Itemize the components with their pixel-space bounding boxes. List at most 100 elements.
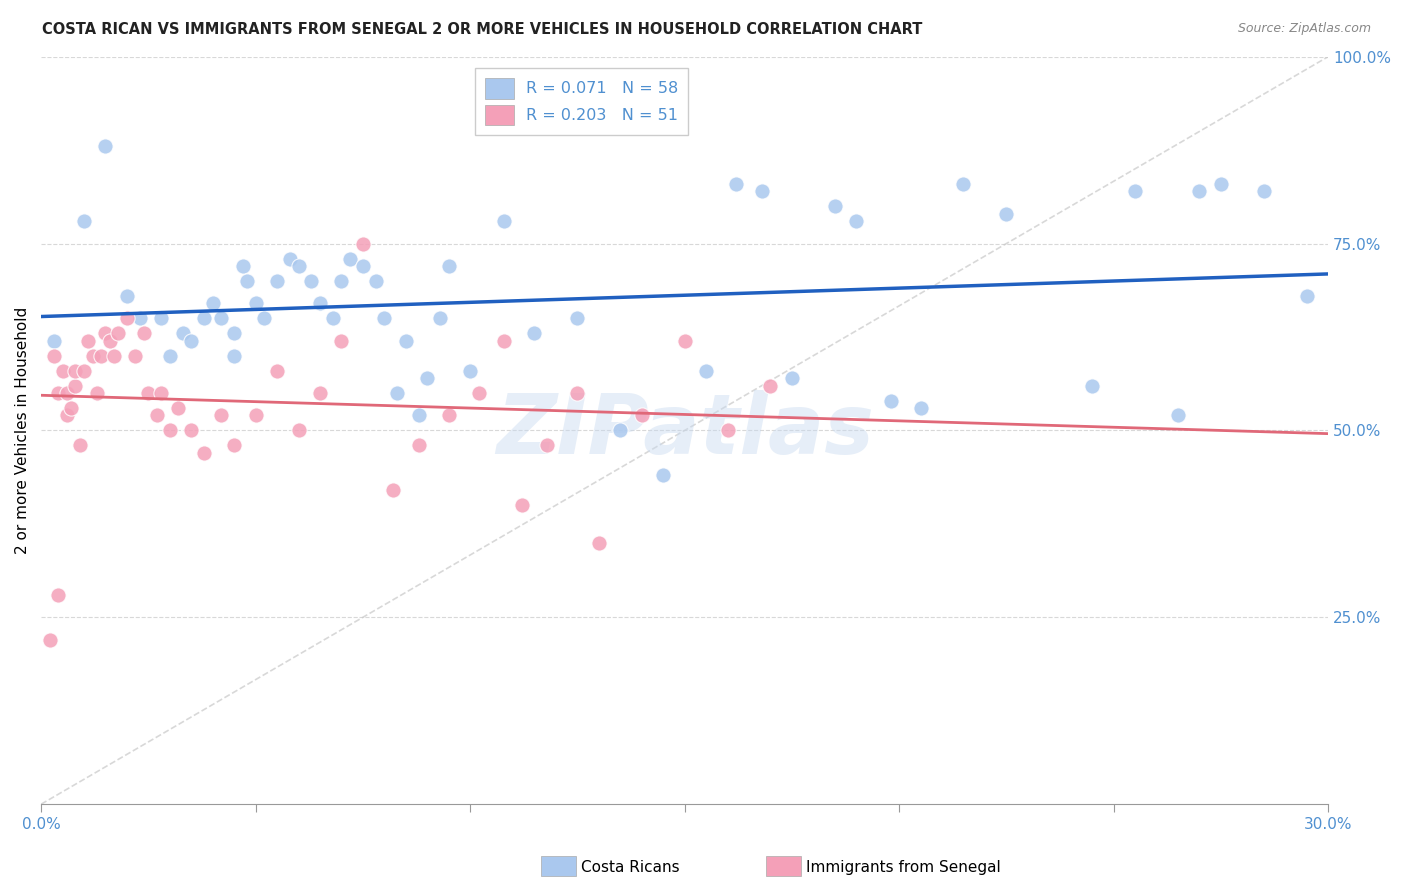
Point: [236, 274, 259, 288]
Point: [73, 214, 96, 228]
Point: [630, 409, 652, 423]
Point: [408, 409, 430, 423]
Point: [42, 334, 65, 348]
Point: [159, 424, 181, 438]
Point: [115, 289, 138, 303]
Point: [201, 296, 224, 310]
Point: [86, 386, 108, 401]
Point: [910, 401, 932, 415]
Point: [385, 386, 408, 401]
Point: [322, 311, 344, 326]
Point: [115, 311, 138, 326]
Point: [65, 364, 87, 378]
Point: [567, 386, 589, 401]
Point: [38, 632, 60, 647]
Point: [725, 177, 748, 191]
Point: [193, 446, 215, 460]
Point: [458, 364, 481, 378]
Point: [278, 252, 301, 266]
Point: [287, 259, 309, 273]
Point: [77, 334, 100, 348]
Point: [193, 311, 215, 326]
Text: COSTA RICAN VS IMMIGRANTS FROM SENEGAL 2 OR MORE VEHICLES IN HOUSEHOLD CORRELATI: COSTA RICAN VS IMMIGRANTS FROM SENEGAL 2…: [42, 22, 922, 37]
Point: [588, 535, 610, 549]
Point: [751, 184, 773, 198]
Legend: R = 0.071   N = 58, R = 0.203   N = 51: R = 0.071 N = 58, R = 0.203 N = 51: [475, 69, 688, 135]
Point: [82, 349, 104, 363]
Point: [1123, 184, 1146, 198]
Text: ZIPatlas: ZIPatlas: [496, 390, 873, 471]
Point: [232, 259, 254, 273]
Point: [103, 349, 125, 363]
Point: [437, 409, 460, 423]
Point: [56, 386, 79, 401]
Point: [879, 393, 901, 408]
Point: [209, 311, 232, 326]
Point: [159, 349, 181, 363]
Point: [845, 214, 868, 228]
Point: [352, 259, 374, 273]
Point: [536, 438, 558, 452]
Point: [46, 588, 69, 602]
Point: [339, 252, 361, 266]
Point: [373, 311, 395, 326]
Point: [150, 311, 173, 326]
Point: [467, 386, 489, 401]
Point: [245, 296, 267, 310]
Point: [266, 364, 288, 378]
Point: [567, 311, 589, 326]
Point: [65, 378, 87, 392]
Point: [287, 424, 309, 438]
Point: [180, 424, 202, 438]
Point: [609, 424, 631, 438]
Point: [523, 326, 546, 341]
Point: [167, 401, 190, 415]
Point: [299, 274, 322, 288]
Point: [1167, 409, 1189, 423]
Point: [209, 409, 232, 423]
Point: [494, 334, 516, 348]
Point: [224, 349, 246, 363]
Point: [309, 296, 332, 310]
Point: [330, 334, 353, 348]
Point: [94, 326, 117, 341]
Point: [1209, 177, 1232, 191]
Text: Immigrants from Senegal: Immigrants from Senegal: [806, 861, 1001, 875]
Point: [172, 326, 194, 341]
Point: [98, 334, 121, 348]
Point: [107, 326, 129, 341]
Point: [952, 177, 974, 191]
Point: [73, 364, 96, 378]
Point: [364, 274, 387, 288]
Point: [510, 498, 533, 512]
Point: [128, 311, 150, 326]
Point: [716, 424, 738, 438]
Point: [408, 438, 430, 452]
Point: [995, 207, 1018, 221]
Point: [224, 438, 246, 452]
Point: [1081, 378, 1104, 392]
Point: [352, 236, 374, 251]
Point: [132, 326, 155, 341]
Point: [652, 468, 675, 483]
Text: Costa Ricans: Costa Ricans: [581, 861, 679, 875]
Point: [224, 326, 246, 341]
Point: [1188, 184, 1211, 198]
Point: [60, 401, 83, 415]
Point: [429, 311, 451, 326]
Point: [266, 274, 288, 288]
Point: [309, 386, 332, 401]
Point: [673, 334, 696, 348]
Point: [42, 349, 65, 363]
Point: [69, 438, 91, 452]
Point: [146, 409, 169, 423]
Point: [245, 409, 267, 423]
Point: [381, 483, 404, 498]
Point: [138, 386, 160, 401]
Point: [330, 274, 353, 288]
Point: [416, 371, 439, 385]
Point: [90, 349, 112, 363]
Point: [437, 259, 460, 273]
Point: [253, 311, 276, 326]
Point: [1253, 184, 1275, 198]
